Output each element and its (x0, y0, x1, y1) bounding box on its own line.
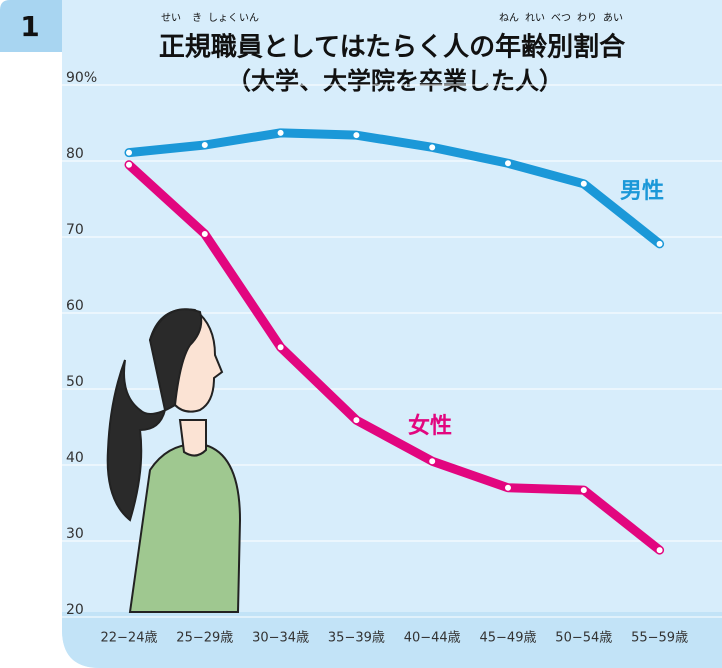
y-tick-label: 80 (66, 146, 84, 162)
data-point (504, 159, 512, 168)
series-label: 男性 (620, 179, 664, 204)
series-line (124, 160, 665, 555)
data-point (125, 160, 133, 169)
data-point (352, 416, 361, 425)
furigana: せい (161, 12, 181, 24)
panel-corner (62, 0, 102, 40)
data-point (200, 229, 209, 238)
badge-tab (0, 0, 62, 52)
badge: 1 (20, 10, 39, 43)
x-tick-label: 40−44歳 (404, 631, 461, 646)
axis-band (62, 612, 722, 668)
y-tick-label: 40 (66, 450, 84, 466)
data-point (276, 343, 285, 352)
y-tick-label: 70 (66, 222, 84, 238)
x-tick-label: 30−34歳 (252, 631, 309, 646)
furigana: き (192, 12, 202, 24)
data-point (579, 179, 588, 188)
y-tick-label: 20 (66, 602, 84, 618)
data-point (125, 148, 133, 157)
y-tick-label: 30 (66, 526, 84, 542)
person-illustration (106, 308, 242, 613)
furigana: いん (239, 12, 259, 24)
y-tick-label: 90% (66, 70, 97, 86)
data-point (276, 128, 285, 137)
furigana: わり (577, 12, 597, 24)
x-tick-label: 22−24歳 (101, 631, 158, 646)
data-point (655, 546, 664, 555)
data-point (428, 143, 437, 152)
data-point (504, 483, 512, 492)
x-tick-label: 35−39歳 (328, 631, 385, 646)
data-point (579, 486, 588, 495)
furigana: べつ (551, 13, 571, 24)
series-line (124, 128, 665, 249)
x-tick-label: 55−59歳 (631, 631, 688, 646)
y-tick-label: 60 (66, 298, 84, 314)
x-tick-label: 50−54歳 (555, 631, 612, 646)
x-tick-label: 25−29歳 (176, 631, 233, 646)
furigana: しょく (208, 12, 238, 24)
data-point (655, 239, 664, 248)
series-label: 女性 (408, 413, 452, 439)
data-point (428, 457, 437, 466)
chart-title: 正規職員としてはたらく人の年齢別割合 (159, 32, 626, 63)
chart-subtitle: （大学、大学院を卒業した人） (227, 67, 563, 95)
furigana: あい (603, 12, 623, 24)
furigana: ねん (499, 12, 519, 24)
y-tick-label: 50 (66, 374, 84, 390)
data-point (352, 131, 361, 140)
x-tick-label: 45−49歳 (480, 631, 537, 646)
furigana: れい (525, 12, 545, 24)
data-point (200, 141, 209, 150)
